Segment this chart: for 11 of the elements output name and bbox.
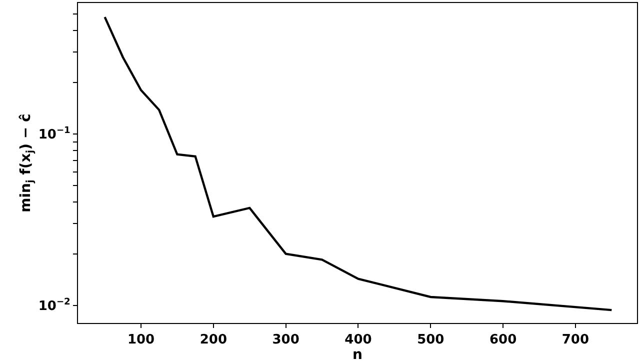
x-tick-label: 100 bbox=[127, 332, 155, 348]
x-tick-label: 400 bbox=[344, 332, 372, 348]
x-tick-label: 300 bbox=[272, 332, 300, 348]
line-series bbox=[104, 16, 613, 312]
x-tick-label: 500 bbox=[417, 332, 444, 348]
x-tick-label: 600 bbox=[489, 332, 517, 348]
y-tick-label: 10$^{−2}$ bbox=[38, 298, 70, 314]
x-tick-label: 200 bbox=[200, 332, 227, 348]
y-tick-label: 10$^{−1}$ bbox=[38, 126, 70, 142]
x-axis-title: n bbox=[352, 347, 362, 363]
x-tick-label: 700 bbox=[562, 332, 590, 348]
